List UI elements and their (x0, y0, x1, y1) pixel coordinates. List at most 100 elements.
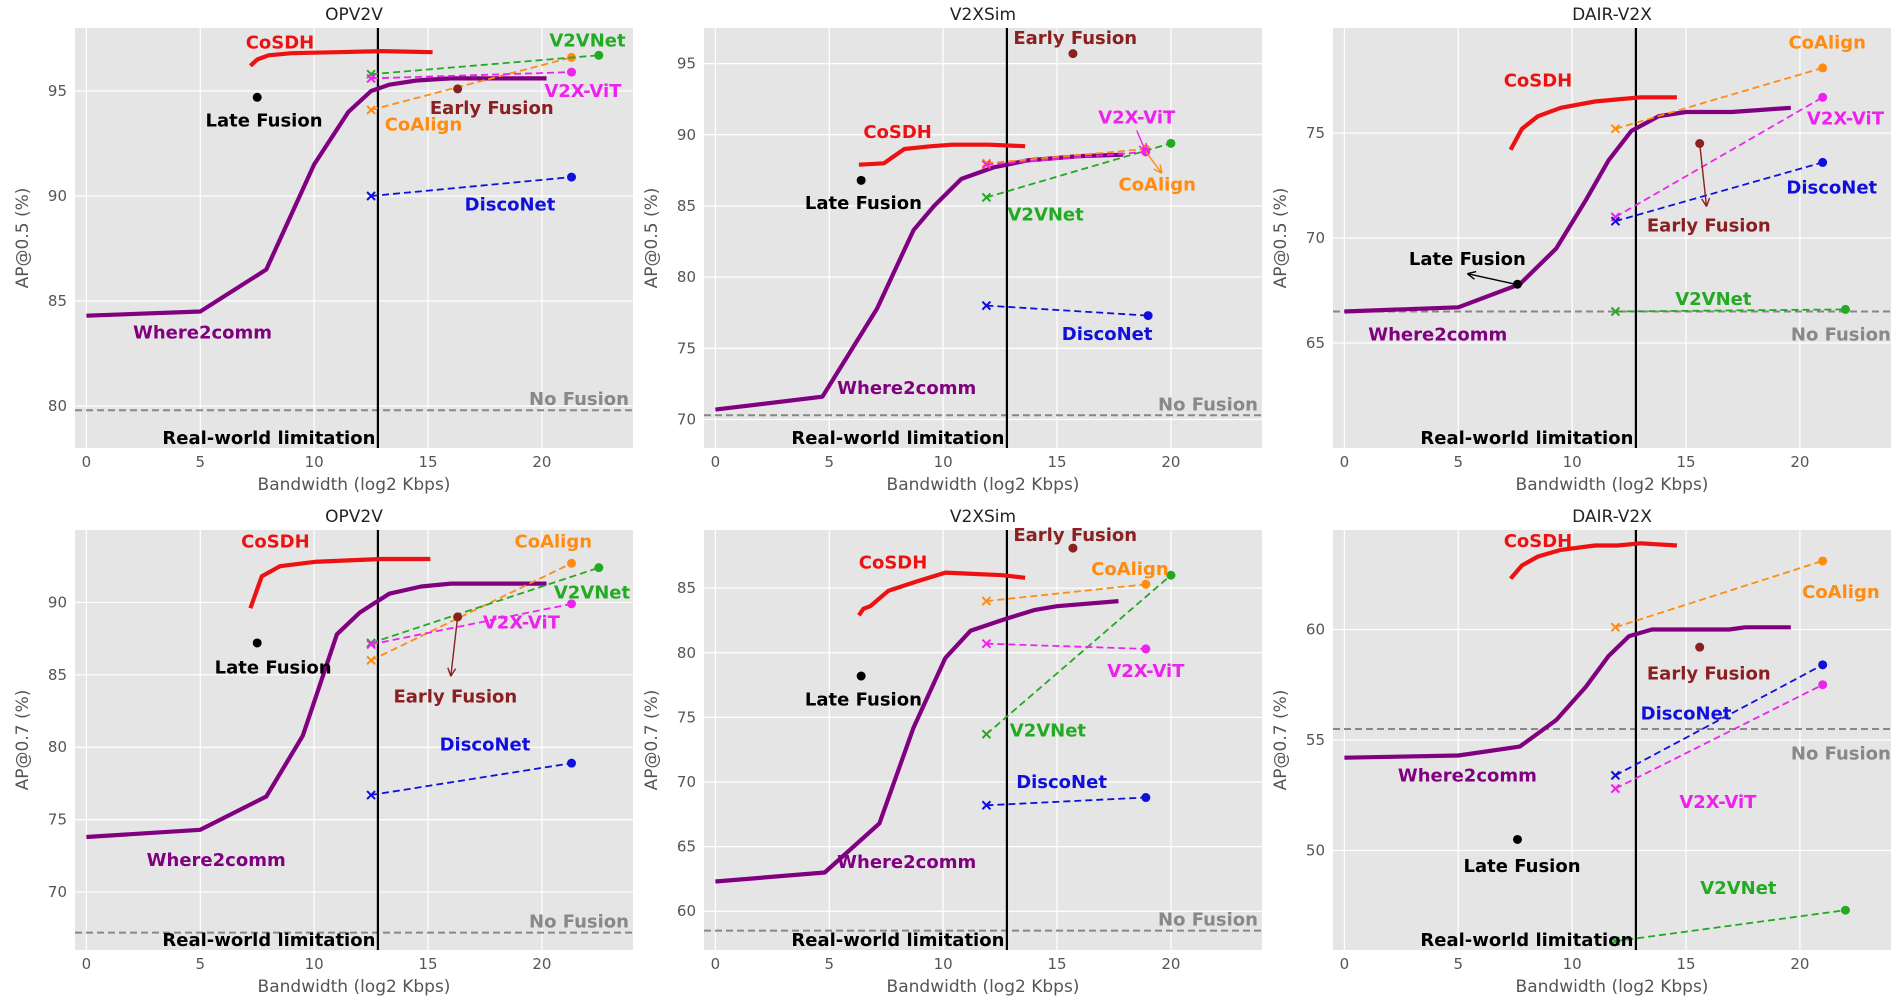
plot-area (704, 530, 1262, 950)
y-tick-label: 50 (1306, 842, 1325, 860)
chart-title: OPV2V (325, 5, 383, 25)
point-late-fusion (252, 638, 262, 648)
label-coalign: CoAlign (385, 115, 463, 136)
point-early-fusion (1695, 642, 1705, 652)
x-tick-label: 10 (934, 453, 953, 471)
series-cosdh (248, 556, 431, 609)
arrow-coalign (1145, 151, 1163, 174)
x-tick-label: 10 (934, 955, 953, 973)
series-cosdh (1509, 541, 1678, 580)
label-late-fusion: Late Fusion (215, 658, 332, 679)
label-real-world-limitation: Real-world limitation (162, 930, 375, 951)
y-tick-label: 90 (48, 593, 67, 611)
y-axis-label: AP@0.7 (%) (1271, 690, 1291, 791)
label-coalign: CoAlign (515, 532, 593, 553)
y-tick-label: 70 (1306, 229, 1325, 247)
marker-disconet-compressed (366, 191, 376, 201)
y-tick-label: 75 (1306, 124, 1325, 142)
point-late-fusion (856, 175, 866, 185)
label-disconet: DiscoNet (1016, 772, 1107, 793)
y-axis-label: AP@0.5 (%) (1271, 188, 1291, 289)
series-disconet (986, 304, 1149, 317)
y-tick-label: 85 (677, 579, 696, 597)
point-late-fusion (1512, 279, 1522, 289)
label-early-fusion: Early Fusion (1013, 28, 1137, 49)
label-where2comm: Where2comm (1368, 325, 1507, 346)
label-v2x-vit: V2X-ViT (1807, 108, 1885, 129)
arrowhead-early-fusion (447, 667, 457, 677)
series-v2vnet (1615, 909, 1846, 943)
series-v2x-vit (1614, 683, 1824, 790)
point-late-fusion (252, 92, 262, 102)
label-where2comm: Where2comm (837, 378, 976, 399)
y-axis-label: AP@0.5 (%) (642, 188, 662, 289)
label-v2x-vit: V2X-ViT (1098, 108, 1176, 129)
marker-v2vnet-compressed (981, 729, 992, 739)
marker-disconet-full (1818, 660, 1828, 670)
chart-panel-2: 0 5 10 15 20 70 75 80 85 90 95 V2XSim Bandwidth (log… (642, 5, 1262, 495)
marker-coalign-compressed (1610, 124, 1621, 134)
y-tick-label: 70 (677, 411, 696, 429)
arrowhead-early-fusion (1701, 197, 1711, 207)
marker-v2x-vit-full (567, 67, 577, 77)
marker-coalign-full (567, 558, 577, 568)
y-tick-label: 90 (677, 126, 696, 144)
label-disconet: DiscoNet (1786, 178, 1877, 199)
y-tick-label: 80 (48, 738, 67, 756)
series-disconet (371, 176, 572, 197)
plot-area (75, 530, 633, 950)
chart-title: OPV2V (325, 507, 383, 527)
x-tick-label: 10 (1563, 955, 1582, 973)
x-tick-label: 20 (1161, 453, 1180, 471)
marker-v2x-vit-full (1818, 92, 1828, 102)
series-where2comm (86, 581, 547, 840)
x-tick-label: 5 (1453, 453, 1463, 471)
arrowhead-v2x-vit (1138, 142, 1147, 153)
point-early-fusion (1068, 49, 1078, 59)
marker-disconet-compressed (981, 800, 992, 810)
x-axis-label: Bandwidth (log2 Kbps) (887, 475, 1080, 495)
x-axis-label: Bandwidth (log2 Kbps) (1516, 977, 1709, 997)
label-late-fusion: Late Fusion (805, 689, 922, 710)
y-tick-label: 90 (48, 187, 67, 205)
marker-disconet-full (567, 758, 577, 768)
series-where2comm (715, 152, 1124, 412)
series-v2vnet (1615, 308, 1846, 313)
y-axis-label: AP@0.5 (%) (13, 188, 33, 289)
x-tick-label: 20 (1161, 955, 1180, 973)
label-coalign: CoAlign (1802, 582, 1880, 603)
label-where2comm: Where2comm (837, 852, 976, 873)
x-tick-label: 15 (1676, 453, 1695, 471)
y-tick-label: 85 (677, 197, 696, 215)
x-tick-label: 15 (1047, 453, 1066, 471)
y-tick-label: 60 (677, 902, 696, 920)
marker-coalign-full (1818, 556, 1828, 566)
y-tick-label: 55 (1306, 731, 1325, 749)
marker-coalign-compressed (366, 105, 376, 115)
y-tick-label: 70 (48, 883, 67, 901)
label-no-fusion: No Fusion (1158, 910, 1258, 931)
label-v2vnet: V2VNet (549, 31, 626, 52)
label-coalign: CoAlign (1091, 559, 1169, 580)
label-coalign: CoAlign (1788, 33, 1866, 54)
plot-area (75, 28, 633, 448)
arrow-v2x-vit (1136, 130, 1147, 153)
y-tick-label: 95 (48, 82, 67, 100)
marker-v2x-vit-full (1818, 680, 1828, 690)
x-axis-label: Bandwidth (log2 Kbps) (887, 977, 1080, 997)
label-cosdh: CoSDH (1504, 71, 1573, 92)
label-late-fusion: Late Fusion (805, 193, 922, 214)
marker-v2vnet-full (594, 563, 604, 573)
arrowhead-late-fusion (1466, 270, 1477, 280)
y-axis-label: AP@0.7 (%) (642, 690, 662, 791)
x-tick-label: 20 (1790, 955, 1809, 973)
label-early-fusion: Early Fusion (430, 98, 554, 119)
series-cosdh (858, 142, 1026, 167)
label-cosdh: CoSDH (1504, 531, 1573, 552)
series-coalign (1615, 560, 1823, 629)
x-tick-label: 15 (1676, 955, 1695, 973)
series-coalign (370, 562, 572, 662)
y-tick-label: 75 (677, 708, 696, 726)
label-late-fusion: Late Fusion (1409, 249, 1526, 270)
